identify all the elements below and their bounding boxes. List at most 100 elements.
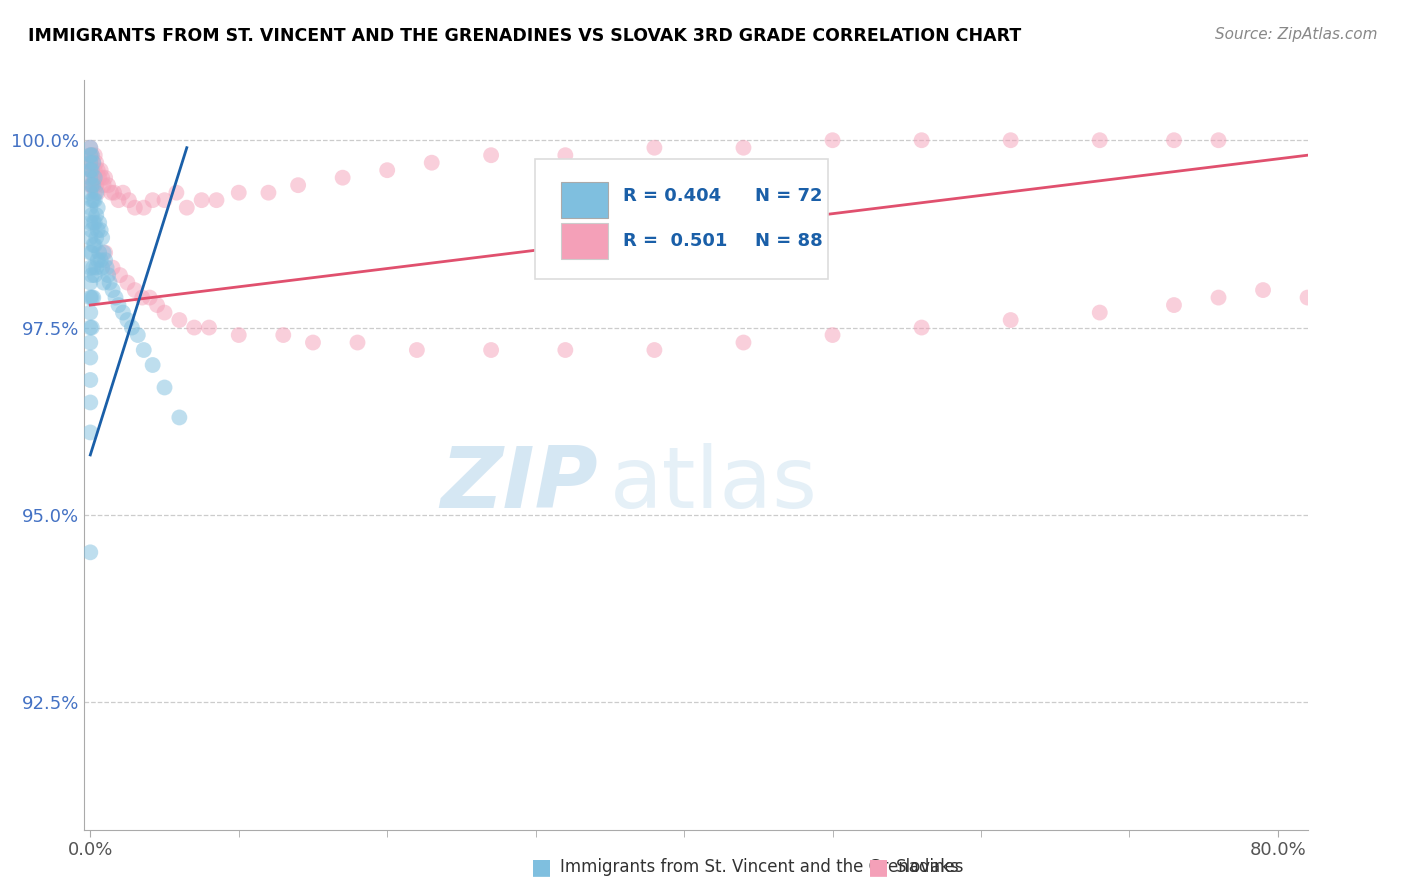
Point	[83, 216, 105, 230]
Point	[90, 223, 112, 237]
Point	[153, 305, 176, 319]
Point	[79, 545, 101, 559]
Point	[910, 320, 932, 334]
Point	[79, 155, 101, 169]
Text: R =  0.501: R = 0.501	[623, 233, 727, 251]
Point	[80, 291, 103, 305]
Point	[79, 148, 101, 162]
Point	[107, 193, 129, 207]
Point	[80, 193, 103, 207]
Point	[82, 193, 104, 207]
Point	[111, 305, 134, 319]
Point	[165, 186, 187, 200]
Point	[80, 148, 103, 162]
Text: Immigrants from St. Vincent and the Grenadines: Immigrants from St. Vincent and the Gren…	[560, 858, 963, 876]
Point	[93, 245, 115, 260]
Point	[1296, 291, 1319, 305]
Point	[79, 320, 101, 334]
Point	[142, 358, 165, 372]
Point	[79, 163, 101, 178]
Point	[80, 178, 103, 193]
FancyBboxPatch shape	[534, 159, 828, 279]
Point	[80, 223, 103, 237]
Point	[83, 268, 105, 282]
Point	[79, 201, 101, 215]
Point	[83, 238, 105, 252]
Point	[84, 155, 107, 169]
Point	[79, 305, 101, 319]
Point	[271, 328, 294, 343]
Point	[228, 328, 250, 343]
Point	[79, 148, 101, 162]
Point	[287, 178, 309, 193]
Point	[183, 320, 205, 334]
Point	[80, 148, 103, 162]
Text: Slovaks: Slovaks	[896, 858, 959, 876]
Point	[97, 268, 120, 282]
Point	[1251, 283, 1274, 297]
Point	[83, 193, 105, 207]
Point	[1208, 291, 1230, 305]
Point	[127, 328, 149, 343]
Point	[479, 148, 502, 162]
Point	[733, 335, 755, 350]
Point	[94, 170, 117, 185]
Point	[79, 178, 101, 193]
Point	[82, 155, 104, 169]
Point	[79, 351, 101, 365]
Point	[138, 291, 160, 305]
Point	[821, 328, 844, 343]
Point	[146, 298, 169, 312]
Point	[176, 201, 198, 215]
Text: N = 88: N = 88	[755, 233, 823, 251]
Point	[80, 268, 103, 282]
Point	[643, 343, 665, 357]
Point	[80, 208, 103, 222]
Point	[83, 170, 105, 185]
Point	[82, 216, 104, 230]
Text: R = 0.404: R = 0.404	[623, 187, 721, 205]
Bar	[561, 223, 607, 260]
Point	[554, 343, 576, 357]
Point	[101, 283, 124, 297]
Point	[91, 170, 114, 185]
Point	[1163, 133, 1185, 147]
Point	[96, 260, 118, 275]
Point	[79, 276, 101, 290]
Point	[124, 201, 146, 215]
Text: ■: ■	[869, 857, 889, 877]
Point	[83, 186, 105, 200]
Point	[117, 313, 139, 327]
Point	[87, 201, 110, 215]
Point	[82, 238, 104, 252]
Point	[554, 148, 576, 162]
Point	[80, 245, 103, 260]
Point	[90, 253, 112, 268]
Point	[84, 186, 107, 200]
Point	[80, 178, 103, 193]
Point	[153, 193, 176, 207]
Point	[108, 268, 131, 282]
Text: ZIP: ZIP	[440, 443, 598, 526]
Point	[82, 155, 104, 169]
Point	[80, 320, 103, 334]
Point	[79, 291, 101, 305]
Point	[79, 335, 101, 350]
Point	[910, 133, 932, 147]
Point	[82, 170, 104, 185]
Point	[80, 163, 103, 178]
Point	[79, 425, 101, 440]
Point	[733, 141, 755, 155]
Point	[91, 260, 114, 275]
Point	[153, 380, 176, 394]
Point	[100, 186, 122, 200]
Point	[87, 253, 110, 268]
Point	[89, 216, 111, 230]
Point	[198, 320, 221, 334]
Point	[79, 216, 101, 230]
Point	[228, 186, 250, 200]
Point	[107, 298, 129, 312]
Point	[79, 373, 101, 387]
Point	[121, 320, 143, 334]
Point	[132, 201, 155, 215]
